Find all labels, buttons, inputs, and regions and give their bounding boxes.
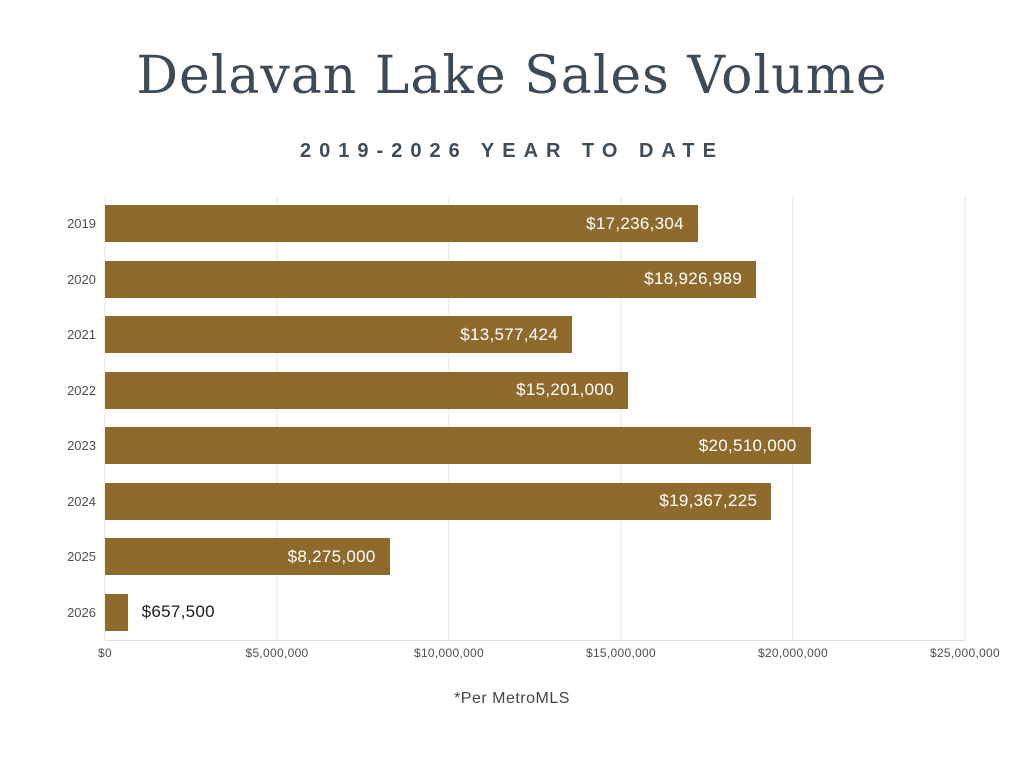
bar-2019: $17,236,304 <box>105 205 698 243</box>
y-axis-label: 2020 <box>67 271 96 287</box>
bar-2026: $657,500 <box>105 593 215 631</box>
gridline <box>620 196 622 640</box>
value-label: $657,500 <box>141 602 215 622</box>
y-axis-label: 2025 <box>67 549 96 565</box>
chart-subtitle: 2019-2026 YEAR TO DATE <box>300 140 724 162</box>
x-axis: $0 $5,000,000 $10,000,000 $15,000,000 $20,00… <box>98 646 1000 666</box>
x-tick-label: $20,000,000 <box>757 646 829 660</box>
bar-row-2024: 2024 $19,367,225 <box>67 474 965 530</box>
chart-title: Delavan Lake Sales Volume <box>136 46 888 106</box>
bar-2021: $13,577,424 <box>105 316 573 354</box>
bar-row-2019: 2019 $17,236,304 <box>67 196 965 252</box>
bar-2025: $8,275,000 <box>105 538 390 576</box>
x-tick-label: $10,000,000 <box>413 646 485 660</box>
y-axis-label: 2023 <box>67 438 96 454</box>
x-tick-label: $15,000,000 <box>585 646 657 660</box>
bar-2022: $15,201,000 <box>105 371 628 409</box>
y-axis-label: 2022 <box>67 382 96 398</box>
gridline <box>792 196 794 640</box>
gridline <box>104 196 106 640</box>
x-tick-label: $0 <box>98 646 112 660</box>
value-label: $19,367,225 <box>659 491 758 511</box>
bar-row-2023: 2023 $20,510,000 <box>67 418 965 474</box>
bar-row-2025: 2025 $8,275,000 <box>67 529 965 585</box>
plot-area: 2019 $17,236,304 2020 $18,926,989 2021 $13,57… <box>67 196 966 641</box>
x-tick-label: $5,000,000 <box>245 646 309 660</box>
bar-2020: $18,926,989 <box>105 260 757 298</box>
bar-rows: 2019 $17,236,304 2020 $18,926,989 2021 $13,57… <box>67 196 965 641</box>
value-label: $8,275,000 <box>287 546 376 566</box>
value-label: $15,201,000 <box>516 380 614 400</box>
gridline <box>964 196 966 640</box>
bar-2024: $19,367,225 <box>105 482 772 520</box>
gridline <box>276 196 278 640</box>
value-label: $13,577,424 <box>460 324 559 344</box>
footnote: *Per MetroMLS <box>454 690 570 707</box>
x-tick-label: $25,000,000 <box>929 646 1001 660</box>
y-axis-label: 2019 <box>67 216 96 232</box>
bar-2023: $20,510,000 <box>105 427 811 465</box>
value-label: $20,510,000 <box>698 435 797 455</box>
bar-row-2022: 2022 $15,201,000 <box>67 363 965 419</box>
y-axis-label: 2026 <box>67 604 96 620</box>
value-label: $18,926,989 <box>644 269 743 289</box>
bar-row-2021: 2021 $13,577,424 <box>67 307 965 363</box>
y-axis-label: 2024 <box>67 493 96 509</box>
bar-row-2020: 2020 $18,926,989 <box>67 252 965 308</box>
bar-row-2026: 2026 $657,500 <box>67 585 965 641</box>
gridline <box>448 196 450 640</box>
y-axis-label: 2021 <box>67 327 96 343</box>
value-label: $17,236,304 <box>586 213 684 233</box>
